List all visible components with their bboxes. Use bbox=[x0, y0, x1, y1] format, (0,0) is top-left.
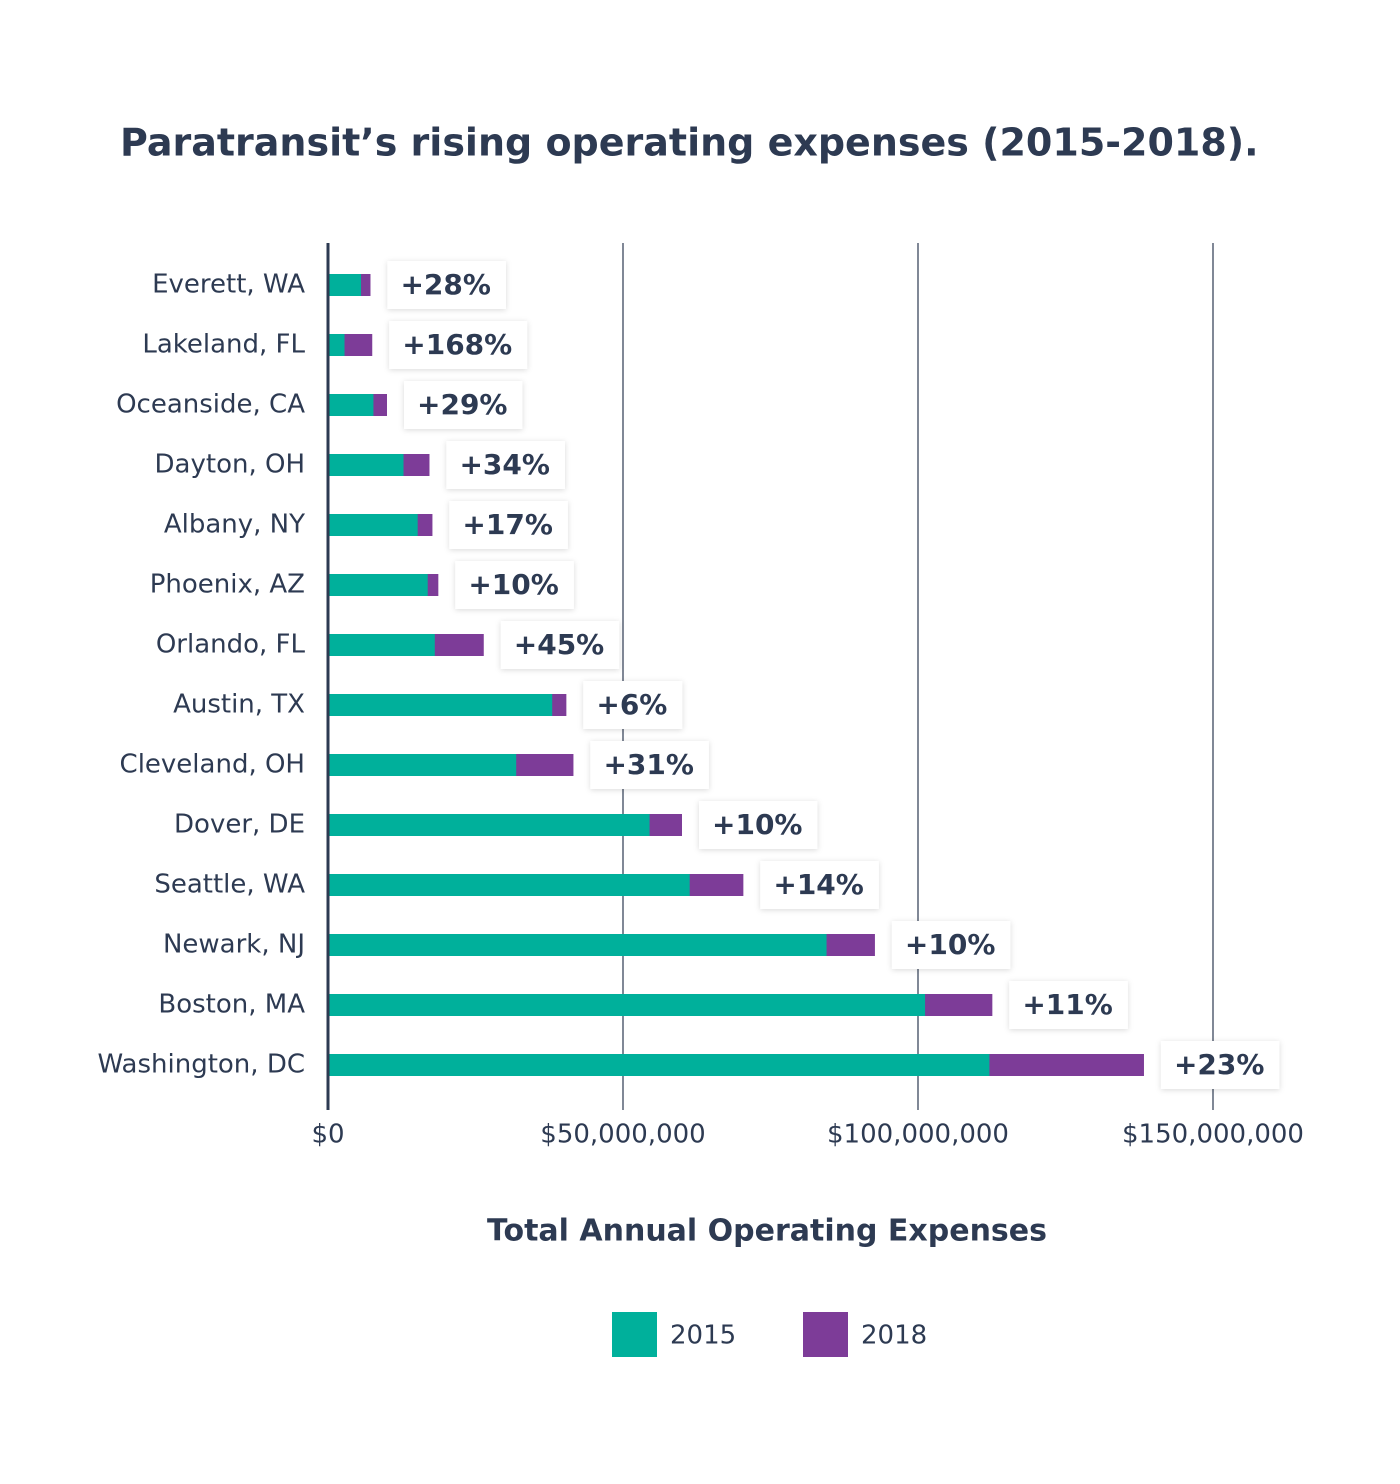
annotation-label: +6% bbox=[596, 688, 667, 721]
annotation-box bbox=[1160, 1041, 1280, 1089]
y-tick-label: Seattle, WA bbox=[154, 870, 305, 900]
annotation: +31% bbox=[590, 741, 709, 789]
annotation-box bbox=[404, 381, 523, 429]
bar bbox=[328, 634, 435, 656]
bar bbox=[328, 514, 418, 536]
annotation: +28% bbox=[387, 261, 506, 309]
bar bbox=[328, 274, 362, 296]
annotation-label: +10% bbox=[468, 568, 558, 601]
y-tick-label: Oceanside, CA bbox=[116, 390, 305, 420]
annotation-label: +29% bbox=[417, 388, 507, 421]
bar bbox=[328, 754, 517, 776]
legend-label: 2015 bbox=[670, 1321, 736, 1351]
annotation: +14% bbox=[760, 861, 879, 909]
legend-swatch bbox=[612, 1312, 657, 1357]
bar bbox=[328, 874, 690, 896]
annotation-label: +168% bbox=[402, 328, 512, 361]
x-tick-label: $50,000,000 bbox=[540, 1120, 705, 1150]
annotation: +6% bbox=[583, 681, 683, 729]
annotation-label: +14% bbox=[773, 868, 863, 901]
bar bbox=[328, 334, 345, 356]
annotation: +34% bbox=[446, 441, 565, 489]
y-tick-label: Newark, NJ bbox=[163, 930, 305, 960]
annotation-box bbox=[590, 741, 709, 789]
annotation: +10% bbox=[455, 561, 574, 609]
annotation-label: +10% bbox=[712, 808, 802, 841]
y-tick-label: Lakeland, FL bbox=[142, 330, 305, 360]
annotation: +11% bbox=[1009, 981, 1128, 1029]
x-axis-title: Total Annual Operating Expenses bbox=[487, 1214, 1047, 1249]
legend-swatch bbox=[803, 1312, 848, 1357]
bar bbox=[328, 994, 926, 1016]
bar bbox=[328, 814, 650, 836]
annotation-label: +31% bbox=[603, 748, 693, 781]
y-tick-label: Boston, MA bbox=[158, 990, 305, 1020]
annotation-label: +11% bbox=[1022, 988, 1112, 1021]
annotation-box bbox=[760, 861, 879, 909]
bar bbox=[328, 574, 428, 596]
annotation-label: +23% bbox=[1174, 1048, 1264, 1081]
bar bbox=[328, 454, 404, 476]
annotation-box bbox=[891, 921, 1011, 969]
annotation-box bbox=[699, 801, 818, 849]
annotation: +23% bbox=[1160, 1041, 1280, 1089]
y-tick-label: Austin, TX bbox=[173, 690, 305, 720]
annotation: +17% bbox=[449, 501, 568, 549]
bar bbox=[328, 394, 374, 416]
annotation-label: +10% bbox=[905, 928, 995, 961]
annotation-box bbox=[446, 441, 565, 489]
y-tick-label: Orlando, FL bbox=[156, 630, 306, 660]
annotation-box bbox=[500, 621, 620, 669]
chart-title: Paratransit’s rising operating expenses … bbox=[120, 121, 1259, 165]
bar bbox=[328, 694, 553, 716]
y-tick-label: Washington, DC bbox=[98, 1050, 306, 1080]
annotation: +29% bbox=[404, 381, 523, 429]
annotation-label: +17% bbox=[462, 508, 552, 541]
bar bbox=[328, 1054, 990, 1076]
annotation-box bbox=[449, 501, 568, 549]
y-tick-label: Everett, WA bbox=[152, 270, 305, 300]
y-tick-label: Dover, DE bbox=[174, 810, 305, 840]
annotation-label: +28% bbox=[400, 268, 490, 301]
x-tick-label: $100,000,000 bbox=[827, 1120, 1009, 1150]
annotation-box bbox=[583, 681, 683, 729]
annotation: +10% bbox=[699, 801, 818, 849]
annotation: +45% bbox=[500, 621, 620, 669]
y-tick-label: Albany, NY bbox=[164, 510, 305, 540]
annotation-label: +45% bbox=[514, 628, 604, 661]
annotation-label: +34% bbox=[459, 448, 549, 481]
x-tick-label: $0 bbox=[311, 1120, 344, 1150]
annotation-box bbox=[1009, 981, 1128, 1029]
legend-label: 2018 bbox=[861, 1321, 927, 1351]
annotation-box bbox=[389, 321, 528, 369]
annotation: +168% bbox=[389, 321, 528, 369]
x-tick-label: $150,000,000 bbox=[1122, 1120, 1304, 1150]
y-tick-label: Cleveland, OH bbox=[120, 750, 305, 780]
annotation: +10% bbox=[891, 921, 1011, 969]
annotation-box bbox=[455, 561, 574, 609]
y-tick-label: Dayton, OH bbox=[155, 450, 305, 480]
annotation-box bbox=[387, 261, 506, 309]
y-tick-label: Phoenix, AZ bbox=[150, 570, 305, 600]
bar bbox=[328, 934, 827, 956]
